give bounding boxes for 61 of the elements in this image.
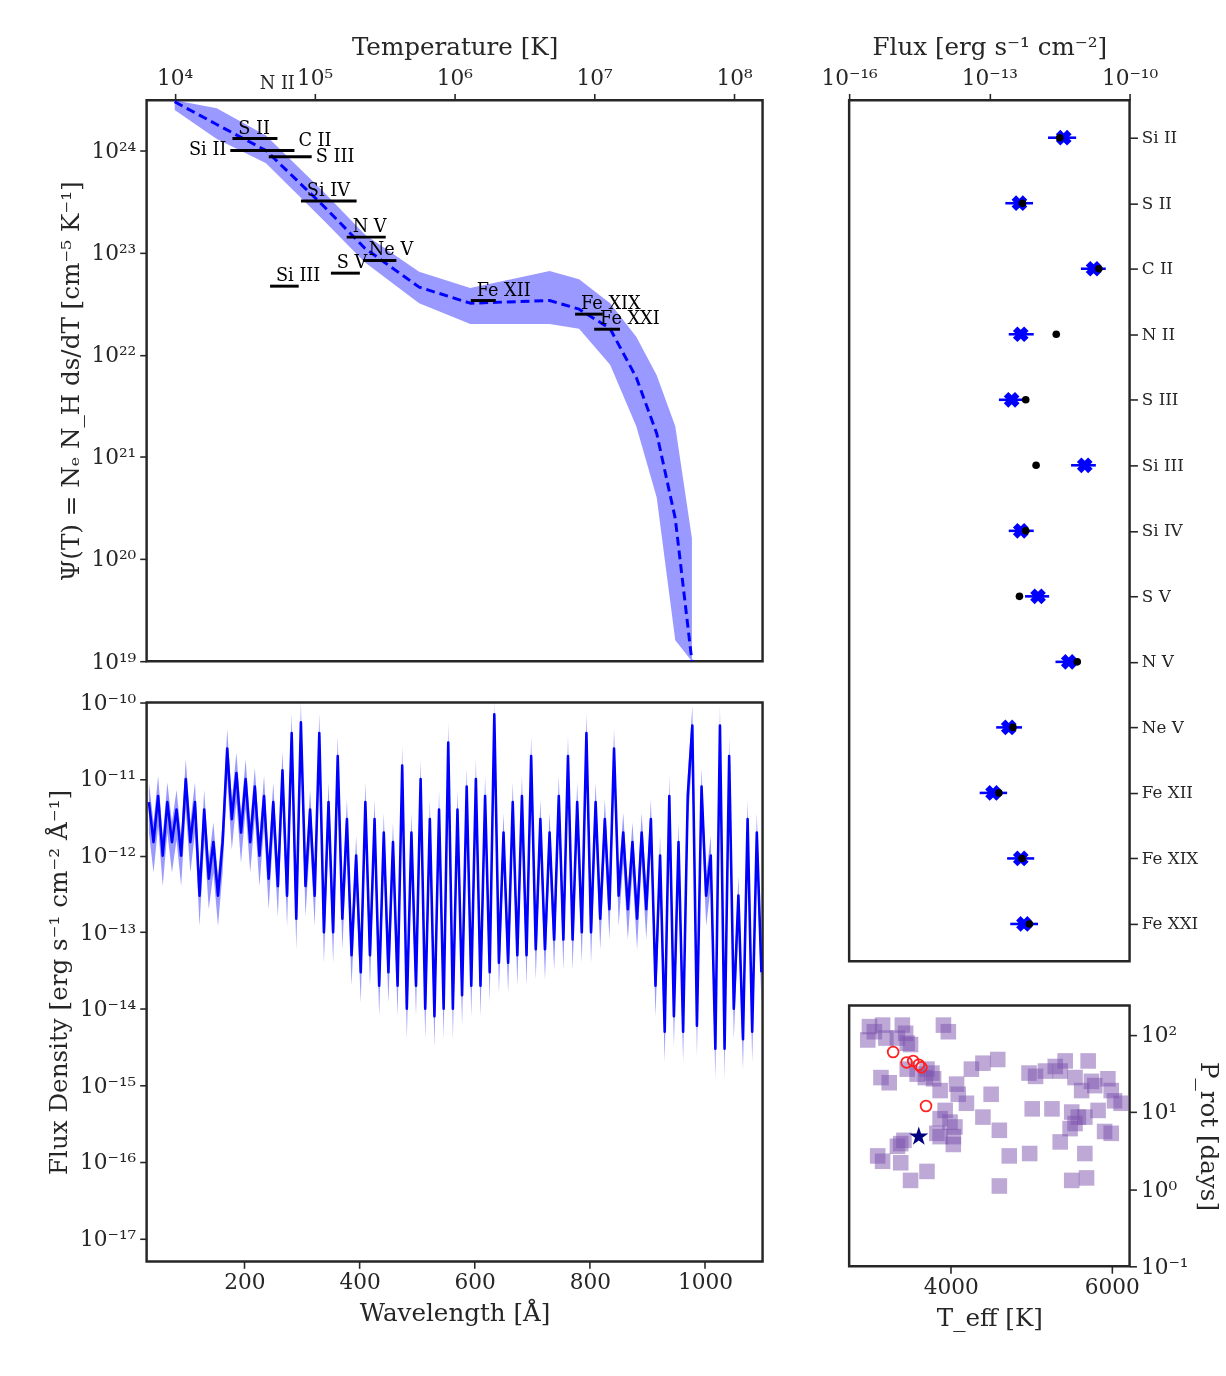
y-axis-title: Ψ(T) = Nₑ N_H ds/dT [cm⁻⁵ K⁻¹] <box>55 181 85 582</box>
y-tick-label: Fe XXI <box>1141 913 1199 934</box>
x-tick-label: 800 <box>569 1269 611 1295</box>
x-axis-title: Wavelength [Å] <box>359 1297 551 1327</box>
x-tick-label: 6000 <box>1084 1274 1140 1300</box>
y-tick-label: Fe XII <box>1141 782 1193 803</box>
y-tick-label: Si IV <box>1141 520 1184 541</box>
y-tick-label: S II <box>1141 192 1172 213</box>
y-tick-label: 10² <box>1140 1022 1178 1048</box>
y-tick-label: 10²² <box>91 342 137 368</box>
x-tick-label: 10⁷ <box>576 65 614 91</box>
y-tick-label: Si II <box>1141 127 1178 148</box>
y-tick-label: 10⁻¹² <box>80 843 137 868</box>
x-axis-title: Temperature [K] <box>351 31 559 61</box>
x-tick-label: 10⁴ <box>157 65 194 91</box>
series-label: Fe XII <box>476 279 531 300</box>
x-tick-label: 1000 <box>677 1269 734 1295</box>
x-tick-label: 10⁸ <box>716 65 753 91</box>
series-label: S III <box>315 145 355 166</box>
y-tick-label: Fe XIX <box>1141 847 1199 868</box>
series-label: S II <box>238 117 271 138</box>
x-tick-label: 400 <box>339 1269 381 1295</box>
y-tick-label: C II <box>1141 258 1174 279</box>
y-tick-label: N V <box>1141 651 1175 672</box>
y-axis-title: P_rot [days] <box>1195 1061 1225 1212</box>
x-tick-label: 200 <box>224 1269 266 1295</box>
y-tick-label: 10²¹ <box>91 444 137 470</box>
x-tick-label: 10⁶ <box>436 65 474 91</box>
x-axis-title: Flux [erg s⁻¹ cm⁻²] <box>872 31 1108 61</box>
y-tick-label: 10⁰ <box>1140 1176 1178 1202</box>
series-label: Ne V <box>368 239 415 260</box>
series-label: N V <box>352 216 388 237</box>
y-tick-label: 10²⁴ <box>91 137 137 163</box>
x-tick-label: 4000 <box>923 1274 979 1300</box>
x-tick-label: 10⁻¹⁶ <box>821 65 879 91</box>
series-label: Si IV <box>306 180 352 201</box>
y-tick-label: 10⁻¹⁷ <box>80 1225 137 1251</box>
y-tick-label: 10⁻¹ <box>1140 1253 1189 1279</box>
y-tick-label: N II <box>1141 323 1176 344</box>
y-tick-label: 10⁻¹⁰ <box>80 689 137 715</box>
series-label: Si II <box>188 139 227 160</box>
y-tick-label: S III <box>1141 389 1179 410</box>
y-tick-label: 10⁻¹⁵ <box>80 1072 137 1098</box>
y-tick-label: 10²³ <box>91 240 137 266</box>
y-tick-label: 10¹⁹ <box>91 648 137 674</box>
y-tick-label: Si III <box>1141 454 1184 475</box>
y-tick-label: 10²⁰ <box>91 546 137 572</box>
x-axis-title: T_eff [K] <box>936 1302 1043 1332</box>
y-tick-label: 10⁻¹¹ <box>80 766 137 792</box>
y-tick-label: 10⁻¹⁶ <box>80 1149 137 1175</box>
y-tick-label: 10⁻¹³ <box>80 919 137 945</box>
x-tick-label: 600 <box>454 1269 496 1295</box>
y-tick-label: 10¹ <box>1140 1099 1178 1125</box>
y-axis-title: Flux Density [erg s⁻¹ cm⁻² Å⁻¹] <box>44 789 74 1176</box>
x-tick-label: 10⁵ <box>296 65 334 91</box>
x-tick-label: 10⁻¹³ <box>961 65 1018 91</box>
y-tick-label: 10⁻¹⁴ <box>80 996 137 1022</box>
text: N II <box>259 72 295 93</box>
series-label: Si III <box>275 265 321 286</box>
y-tick-label: S V <box>1141 585 1172 606</box>
y-tick-label: Ne V <box>1141 716 1185 737</box>
